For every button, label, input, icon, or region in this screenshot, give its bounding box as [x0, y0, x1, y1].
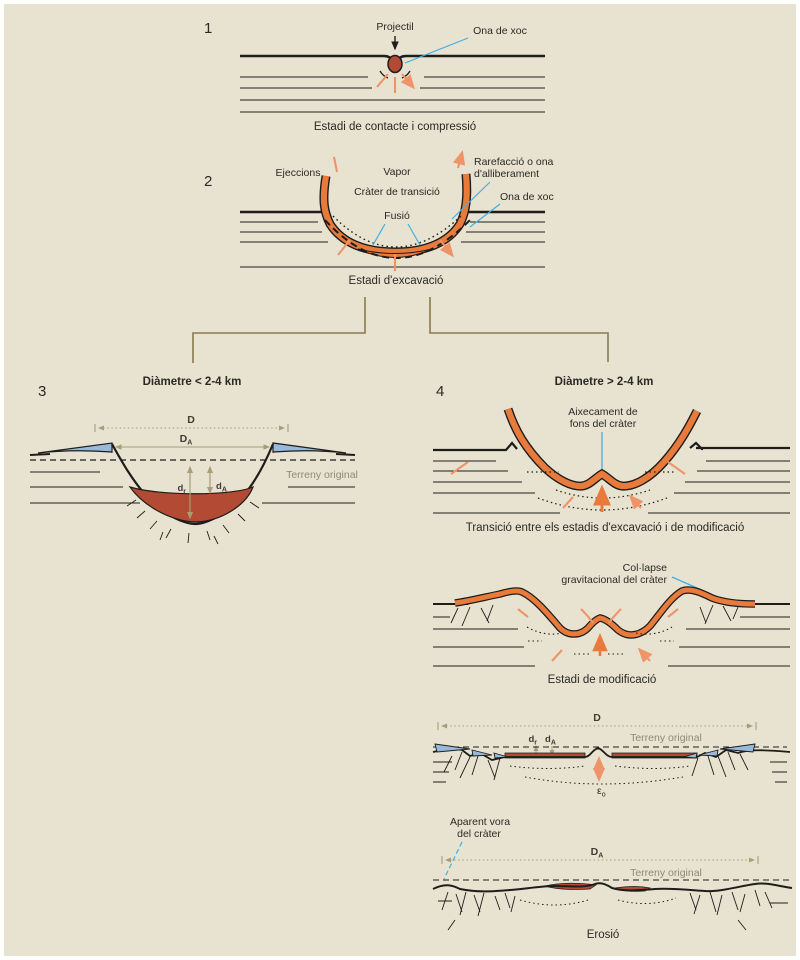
stage4a-melt-band [503, 407, 702, 491]
ejecta-wedge-left [37, 442, 113, 454]
final-terrain-label: Terreny original [630, 732, 702, 744]
stage4a-caption: Transició entre els estadis d'excavació … [466, 522, 745, 534]
stage4b-rim-fractures [450, 604, 739, 627]
apparent-rim-label-line2: del cràter [457, 828, 501, 840]
vapor-label: Vapor [383, 166, 411, 178]
shock-front-dashed-arc [324, 219, 471, 259]
erosion-apparent-diameter-label: DA [591, 846, 604, 860]
fusion-label: Fusió [384, 210, 410, 222]
rarefaction-pointer-line [451, 181, 491, 220]
projectile-icon [387, 54, 403, 74]
fusion-pointer-lines [372, 223, 421, 246]
erosion-caption: Erosió [587, 929, 620, 941]
stage3-simple-crater: 3 Diàmetre < 2-4 km D DA dr [29, 376, 358, 545]
rarefaction-label-line2: d'alliberament [474, 168, 539, 180]
gravitational-collapse-label-line2: gravitacional del cràter [561, 574, 667, 586]
stage4b-collapse-arrows [517, 608, 679, 661]
true-depth-label: dr [177, 483, 186, 496]
ejections-label: Ejeccions [276, 167, 321, 179]
stage2-caption: Estadi d'excavació [349, 275, 444, 287]
shock-arrows [376, 74, 413, 93]
stage2-shock-label: Ona de xoc [500, 191, 554, 203]
final-terrace-fractures [443, 751, 749, 781]
stage3-title: Diàmetre < 2-4 km [143, 376, 242, 388]
stage1-strata-lines [240, 76, 545, 113]
stage4c-final-crater: D dr dA Terreny original εo [432, 712, 791, 799]
transition-crater-label: Cràter de transició [354, 186, 440, 198]
stage4a-motion-arrows [450, 461, 686, 508]
apparent-diameter-label: DA [180, 433, 193, 447]
apparent-depth-dimension: dA [207, 465, 227, 495]
gravitational-collapse-label-line1: Col·lapse [623, 562, 668, 574]
floor-uplift-label-line2: fons del cràter [570, 418, 637, 430]
stage1-shock-label: Ona de xoc [473, 25, 527, 37]
erosion-uplift-dotted-lines [519, 897, 677, 906]
stage4a-strata-lines [433, 460, 790, 514]
stage3-terrain-label: Terreny original [286, 469, 358, 481]
stage2-number: 2 [204, 173, 212, 190]
fracture-marks [126, 499, 260, 545]
floor-uplift-label-line1: Aixecament de [568, 406, 638, 418]
diameter-dimension: D [94, 414, 289, 432]
apparent-depth-label: dA [216, 481, 227, 494]
stage4b-caption: Estadi de modificació [548, 674, 657, 686]
stage2-strata-lines [240, 221, 545, 268]
figure-background [4, 4, 796, 956]
final-diameter-dimension: D [437, 712, 757, 730]
stage2-excavation: 2 Ejeccions Vapor Cràter de transició Fu… [204, 153, 554, 287]
true-depth-dimension: dr [177, 465, 193, 520]
connector-to-stage3 [192, 297, 366, 363]
ejecta-wedge-right [272, 442, 347, 454]
shock-pointer-line [404, 37, 469, 64]
projectile-label: Projectil [376, 21, 413, 33]
excavation-flow-dotted-arc [332, 215, 462, 248]
stage4-title: Diàmetre > 2-4 km [555, 376, 654, 388]
final-ejecta-wedges-left [434, 743, 509, 759]
erosion-terrain-label: Terreny original [630, 867, 702, 879]
shock-propagation-arrows [337, 240, 452, 271]
stage4b-strata-lines [433, 616, 790, 667]
stage1-contact-compression: 1 Projectil Ona de xoc Estadi de contact… [204, 20, 545, 133]
stage4c-strata-lines [433, 761, 787, 783]
stage4-complex-crater: 4 Diàmetre > 2-4 km Aixecament de fons d… [432, 376, 793, 941]
stage4a-uplift-dotted-lines [527, 471, 675, 511]
erosion-apparent-diameter-dimension: DA [441, 846, 759, 864]
final-ejecta-wedges-right [683, 743, 756, 759]
rarefaction-label-line1: Rarefacció o ona [474, 156, 554, 168]
diameter-label: D [187, 414, 195, 426]
stage1-number: 1 [204, 20, 212, 37]
stage1-caption: Estadi de contacte i compressió [314, 121, 476, 133]
stage4b-melt-band [454, 586, 756, 639]
final-diameter-label: D [593, 712, 601, 724]
stage4a-transition: Aixecament de fons del cràter Transició … [433, 406, 790, 534]
final-uplift-dotted-lines [509, 765, 691, 785]
connector-to-stage4 [429, 297, 609, 362]
structural-uplift-label: εo [597, 785, 606, 799]
stage4d-erosion: Aparent vora del cràter DA Terreny origi… [432, 816, 793, 941]
stage4-number: 4 [436, 383, 444, 400]
stage3-strata-lines [30, 471, 355, 504]
apparent-rim-label-line1: Aparent vora [450, 816, 510, 828]
stage4b-modification: Col·lapse gravitacional del cràter Estad… [433, 562, 790, 686]
crater-bowl-outline [111, 443, 275, 526]
erosion-fractures [438, 889, 788, 931]
eroded-surface-profile [432, 882, 793, 893]
ejecta-arrows [332, 153, 462, 173]
stage2-shock-pointer-line [469, 203, 501, 228]
stage3-number: 3 [38, 383, 46, 400]
